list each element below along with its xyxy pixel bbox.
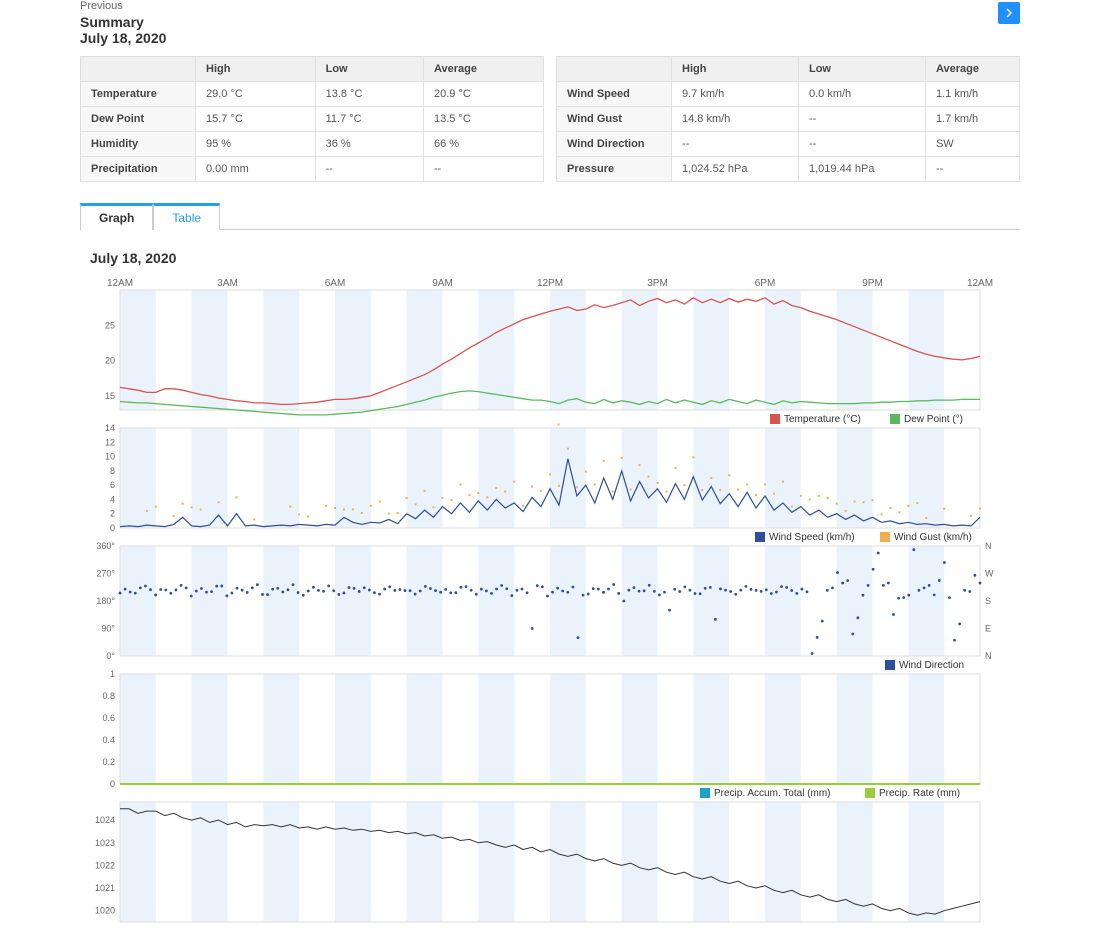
svg-text:360°: 360° [96,541,115,551]
summary-date: July 18, 2020 [80,30,1020,46]
tab-graph[interactable]: Graph [80,203,153,230]
table-row: Pressure1,024.52 hPa1,019.44 hPa-- [557,157,1020,182]
svg-text:180°: 180° [96,596,115,606]
svg-text:1024: 1024 [95,815,115,825]
svg-text:0.6: 0.6 [102,713,115,723]
svg-text:12AM: 12AM [967,278,993,289]
col-header: High [672,57,799,82]
col-header [81,57,196,82]
svg-text:S: S [985,596,991,606]
svg-text:90°: 90° [101,624,115,634]
col-header: Average [423,57,543,82]
svg-text:8: 8 [110,466,115,476]
svg-text:0: 0 [110,523,115,533]
col-header: Average [925,57,1019,82]
svg-text:1023: 1023 [95,838,115,848]
svg-text:N: N [985,541,992,551]
col-header: High [196,57,316,82]
svg-text:6: 6 [110,480,115,490]
svg-text:N: N [985,651,992,661]
svg-text:4: 4 [110,494,115,504]
svg-text:0.8: 0.8 [102,691,115,701]
table-row: Wind Speed9.7 km/h0.0 km/h1.1 km/h [557,82,1020,107]
next-button[interactable] [998,2,1020,24]
svg-text:9AM: 9AM [432,278,453,289]
svg-text:3AM: 3AM [217,278,238,289]
svg-text:12AM: 12AM [107,278,133,289]
table-row: Temperature29.0 °C13.8 °C20.9 °C [81,82,544,107]
svg-text:3PM: 3PM [647,278,668,289]
previous-link[interactable]: Previous [80,0,1020,12]
svg-text:Wind Direction: Wind Direction [899,660,964,671]
summary-table-left: HighLowAverageTemperature29.0 °C13.8 °C2… [80,56,544,182]
col-header: Low [315,57,423,82]
svg-text:0.2: 0.2 [102,757,115,767]
svg-text:Precip. Rate (mm): Precip. Rate (mm) [879,788,960,799]
table-row: Dew Point15.7 °C11.7 °C13.5 °C [81,107,544,132]
svg-text:15: 15 [105,391,115,401]
svg-text:2: 2 [110,509,115,519]
table-row: Wind Gust14.8 km/h--1.7 km/h [557,107,1020,132]
table-row: Precipitation0.00 mm---- [81,157,544,182]
svg-text:9PM: 9PM [862,278,883,289]
col-header [557,57,672,82]
svg-text:6AM: 6AM [325,278,346,289]
svg-text:1: 1 [110,669,115,679]
svg-text:25: 25 [105,320,115,330]
svg-text:1022: 1022 [95,860,115,870]
svg-text:1020: 1020 [95,906,115,916]
svg-text:14: 14 [105,423,115,433]
svg-text:20: 20 [105,356,115,366]
col-header: Low [798,57,925,82]
svg-text:270°: 270° [96,569,115,579]
svg-text:Temperature (°C): Temperature (°C) [784,414,861,425]
svg-text:0: 0 [110,779,115,789]
svg-text:12PM: 12PM [537,278,563,289]
svg-text:6PM: 6PM [755,278,776,289]
svg-text:Wind Speed (km/h): Wind Speed (km/h) [769,532,855,543]
table-row: Humidity95 %36 %66 % [81,132,544,157]
chevron-right-icon [1004,8,1014,18]
svg-text:Wind Gust (km/h): Wind Gust (km/h) [894,532,972,543]
svg-text:Dew Point (°): Dew Point (°) [904,414,963,425]
tab-table[interactable]: Table [153,203,220,230]
svg-text:10: 10 [105,452,115,462]
summary-title: Summary [80,14,1020,30]
tabs: Graph Table [80,202,1020,230]
chart-date: July 18, 2020 [90,250,1020,266]
svg-text:W: W [985,569,994,579]
table-row: Wind Direction----SW [557,132,1020,157]
svg-text:12: 12 [105,437,115,447]
svg-text:E: E [985,624,991,634]
charts-svg: 12AM3AM6AM9AM12PM3PM6PM9PM12AM152025Temp… [80,272,1010,927]
svg-text:1021: 1021 [95,883,115,893]
svg-text:Precip. Accum. Total (mm): Precip. Accum. Total (mm) [714,788,831,799]
svg-text:0.4: 0.4 [102,735,115,745]
svg-text:0°: 0° [106,651,115,661]
summary-table-right: HighLowAverageWind Speed9.7 km/h0.0 km/h… [556,56,1020,182]
